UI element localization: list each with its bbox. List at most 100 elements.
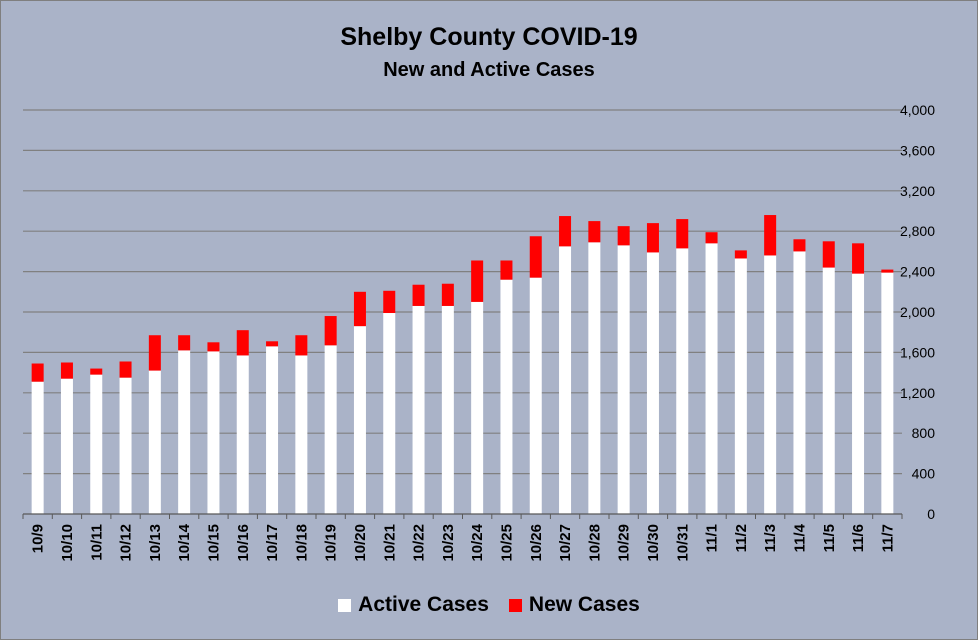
bar-new-cases <box>617 226 630 246</box>
bar-active-cases <box>119 377 132 514</box>
bar-active-cases <box>324 345 337 514</box>
x-tick-label: 10/27 <box>557 524 574 562</box>
x-tick-label: 10/11 <box>88 524 105 561</box>
y-tick-label: 4,000 <box>900 102 935 118</box>
x-tick-label: 10/18 <box>293 524 310 562</box>
bar-active-cases <box>705 243 718 514</box>
x-tick-label: 10/15 <box>205 524 222 562</box>
bar-new-cases <box>31 363 44 382</box>
x-tick-label: 10/19 <box>323 524 340 562</box>
bar-new-cases <box>646 223 659 253</box>
bar-active-cases <box>588 242 601 514</box>
x-tick-label: 11/5 <box>821 524 838 552</box>
bar-active-cases <box>559 246 572 514</box>
bar-new-cases <box>383 290 396 314</box>
bar-active-cases <box>236 355 249 514</box>
x-tick-label: 11/2 <box>733 524 750 552</box>
bar-active-cases <box>207 351 220 514</box>
x-tick-label: 11/4 <box>791 523 808 552</box>
x-tick-label: 10/28 <box>586 524 603 562</box>
y-tick-label: 400 <box>912 466 936 482</box>
x-tick-label: 10/22 <box>411 524 428 562</box>
y-tick-label: 1,600 <box>900 344 935 360</box>
legend: Active Cases New Cases <box>1 593 977 617</box>
bar-new-cases <box>236 330 249 356</box>
x-tick-label: 10/20 <box>352 524 369 562</box>
bar-new-cases <box>500 260 513 280</box>
chart-title: Shelby County COVID-19 <box>340 23 638 51</box>
x-tick-label: 10/29 <box>616 524 633 562</box>
bar-active-cases <box>178 350 191 514</box>
bar-new-cases <box>588 221 601 243</box>
bar-active-cases <box>31 381 44 514</box>
x-tick-label: 10/13 <box>147 524 164 562</box>
y-tick-label: 0 <box>927 506 935 522</box>
bar-active-cases <box>734 258 747 514</box>
y-tick-label: 1,200 <box>900 385 935 401</box>
bar-new-cases <box>705 232 718 244</box>
bar-active-cases <box>793 251 806 514</box>
x-tick-label: 10/12 <box>118 524 135 562</box>
bar-new-cases <box>412 284 425 306</box>
x-tick-label: 10/21 <box>381 524 398 562</box>
x-tick-label: 10/24 <box>469 523 486 561</box>
bar-new-cases <box>119 361 132 378</box>
bar-new-cases <box>178 335 191 351</box>
bar-new-cases <box>148 335 161 371</box>
bar-new-cases <box>852 243 865 274</box>
bar-new-cases <box>881 269 894 273</box>
bar-new-cases <box>676 219 689 249</box>
bar-new-cases <box>441 283 454 306</box>
legend-swatch-active-cases <box>338 598 352 612</box>
x-tick-label: 10/25 <box>498 524 515 562</box>
bar-active-cases <box>90 374 103 514</box>
bar-new-cases <box>266 341 279 347</box>
bar-new-cases <box>559 216 572 247</box>
bar-active-cases <box>266 346 279 514</box>
bar-active-cases <box>852 273 865 514</box>
x-tick-label: 11/7 <box>879 524 896 552</box>
x-tick-label: 10/31 <box>674 524 691 562</box>
x-tick-label: 10/14 <box>176 523 193 561</box>
y-tick-label: 2,400 <box>900 264 935 280</box>
bar-new-cases <box>822 241 835 268</box>
x-tick-label: 10/16 <box>235 524 252 562</box>
x-tick-label: 10/9 <box>30 524 47 553</box>
bar-new-cases <box>353 291 366 327</box>
bar-active-cases <box>383 313 396 514</box>
legend-swatch-new-cases <box>508 598 522 612</box>
legend-item-new-cases: New Cases <box>508 593 640 617</box>
legend-label-active-cases: Active Cases <box>358 593 489 616</box>
x-tick-label: 11/6 <box>850 524 867 552</box>
bar-new-cases <box>207 342 220 352</box>
y-tick-label: 2,000 <box>900 304 935 320</box>
x-tick-label: 11/1 <box>704 524 721 552</box>
bar-new-cases <box>793 239 806 252</box>
x-tick-label: 11/3 <box>762 524 779 552</box>
bar-active-cases <box>646 252 659 514</box>
bar-active-cases <box>617 245 630 514</box>
bar-active-cases <box>471 301 484 514</box>
bar-active-cases <box>295 355 308 514</box>
bar-active-cases <box>353 326 366 514</box>
bar-active-cases <box>881 272 894 514</box>
bar-active-cases <box>822 267 835 514</box>
y-tick-label: 3,600 <box>900 142 935 158</box>
bar-new-cases <box>764 215 777 256</box>
legend-item-active-cases: Active Cases <box>338 593 489 617</box>
plot-area: 0 400 800 1,200 1,600 2,000 2,400 2,800 3,200 3,6… <box>22 102 936 562</box>
y-tick-label: 800 <box>912 425 936 441</box>
bar-active-cases <box>764 255 777 514</box>
bar-active-cases <box>676 248 689 514</box>
bar-new-cases <box>324 316 337 346</box>
y-tick-label: 3,200 <box>900 183 935 199</box>
bar-active-cases <box>148 370 161 514</box>
bar-new-cases <box>529 236 542 278</box>
bar-active-cases <box>412 305 425 514</box>
x-tick-label: 10/10 <box>59 524 76 562</box>
bar-active-cases <box>441 305 454 514</box>
x-tick-label: 10/17 <box>264 524 281 562</box>
bar-new-cases <box>90 368 103 375</box>
bar-active-cases <box>529 277 542 514</box>
